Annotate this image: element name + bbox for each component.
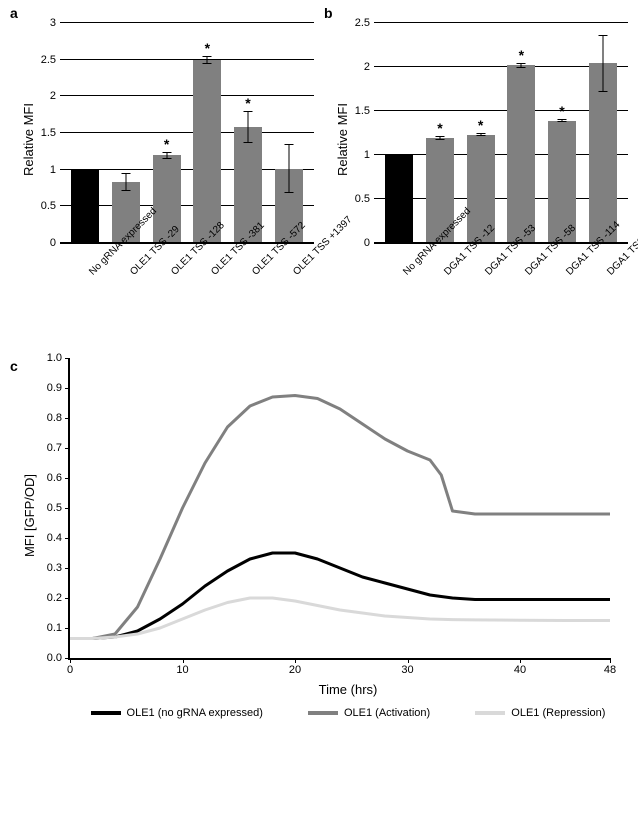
y-tick-label: 0 xyxy=(50,237,60,249)
bar-wrap: * xyxy=(193,60,221,242)
y-tick-label: 1 xyxy=(364,149,374,161)
error-bar xyxy=(561,119,562,123)
panel-a-label: a xyxy=(10,5,18,21)
y-tick-label: 3 xyxy=(50,17,60,29)
x-tick-label: 0 xyxy=(67,658,73,676)
y-tick-label: 0.3 xyxy=(47,562,70,574)
y-tick-label: 0.4 xyxy=(47,532,70,544)
error-bar xyxy=(521,63,522,68)
legend-swatch xyxy=(308,711,338,715)
legend-swatch xyxy=(475,711,505,715)
y-tick-label: 1 xyxy=(50,164,60,176)
bar xyxy=(589,63,617,242)
chart-a-bars: * * * xyxy=(60,22,314,242)
bar-wrap: * xyxy=(507,65,535,242)
y-tick-label: 2 xyxy=(364,61,374,73)
error-bar xyxy=(207,56,208,63)
bar: * xyxy=(193,60,221,242)
series-line xyxy=(70,396,610,639)
significance-star: * xyxy=(519,47,524,63)
x-tick-label: 10 xyxy=(176,658,188,676)
significance-star: * xyxy=(437,120,442,136)
y-tick-label: 1.5 xyxy=(355,105,374,117)
error-bar xyxy=(288,144,289,192)
bar xyxy=(71,169,99,242)
legend-swatch xyxy=(91,711,121,715)
y-tick-label: 0.2 xyxy=(47,592,70,604)
x-tick-label: 40 xyxy=(514,658,526,676)
error-bar xyxy=(439,136,440,140)
chart-a-ylabel: Relative MFI xyxy=(21,103,36,176)
significance-star: * xyxy=(245,95,250,111)
legend-item: OLE1 (Repression) xyxy=(475,707,605,719)
bar-wrap xyxy=(71,169,99,242)
y-tick-label: 2 xyxy=(50,90,60,102)
panel-c: c MFI [GFP/OD] 0.00.10.20.30.40.50.60.70… xyxy=(10,358,628,719)
y-tick-label: 0.5 xyxy=(47,502,70,514)
significance-star: * xyxy=(478,117,483,133)
chart-c-xlabel: Time (hrs) xyxy=(68,682,628,697)
chart-c: MFI [GFP/OD] 0.00.10.20.30.40.50.60.70.8… xyxy=(68,358,628,719)
top-row: a Relative MFI 00.511.522.53 *** No gRNA… xyxy=(10,10,628,338)
chart-b-bars: * * * * xyxy=(374,22,628,242)
y-tick-label: 1.5 xyxy=(41,127,60,139)
figure: a Relative MFI 00.511.522.53 *** No gRNA… xyxy=(10,10,628,719)
error-bar xyxy=(166,152,167,159)
error-bar xyxy=(480,133,481,137)
bar xyxy=(385,154,413,242)
y-tick-label: 0.8 xyxy=(47,412,70,424)
chart-b-area: Relative MFI 00.511.522.5 **** xyxy=(374,22,628,244)
chart-c-legend: OLE1 (no gRNA expressed) OLE1 (Activation… xyxy=(68,707,628,719)
bar-wrap xyxy=(589,63,617,242)
y-tick-label: 0.5 xyxy=(41,200,60,212)
chart-b-xlabels: No gRNA expressedDGA1 TSS -12DGA1 TSS -5… xyxy=(374,244,628,338)
legend-label: OLE1 (no gRNA expressed) xyxy=(127,707,263,719)
significance-star: * xyxy=(559,103,564,119)
x-tick-label: 30 xyxy=(401,658,413,676)
y-tick-label: 2.5 xyxy=(41,54,60,66)
legend-label: OLE1 (Repression) xyxy=(511,707,605,719)
panel-b-label: b xyxy=(324,5,333,21)
y-tick-label: 0.6 xyxy=(47,472,70,484)
y-tick-label: 0.9 xyxy=(47,382,70,394)
y-tick-label: 0.5 xyxy=(355,193,374,205)
chart-c-svg xyxy=(70,358,610,658)
series-line xyxy=(70,598,610,639)
chart-c-plot: MFI [GFP/OD] 0.00.10.20.30.40.50.60.70.8… xyxy=(68,358,610,660)
error-bar xyxy=(125,173,126,191)
bar: * xyxy=(507,65,535,242)
significance-star: * xyxy=(205,40,210,56)
legend-label: OLE1 (Activation) xyxy=(344,707,430,719)
panel-a: a Relative MFI 00.511.522.53 *** No gRNA… xyxy=(10,10,314,338)
x-tick-label: 20 xyxy=(289,658,301,676)
error-bar xyxy=(247,111,248,143)
y-tick-label: 0.1 xyxy=(47,622,70,634)
bar-wrap xyxy=(385,154,413,242)
chart-b-ylabel: Relative MFI xyxy=(335,103,350,176)
y-tick-label: 0 xyxy=(364,237,374,249)
chart-a-area: Relative MFI 00.511.522.53 *** xyxy=(60,22,314,244)
error-bar xyxy=(602,35,603,91)
chart-c-ylabel: MFI [GFP/OD] xyxy=(22,474,37,557)
legend-item: OLE1 (no gRNA expressed) xyxy=(91,707,263,719)
series-line xyxy=(70,553,610,639)
x-tick-label: 48 xyxy=(604,658,616,676)
legend-item: OLE1 (Activation) xyxy=(308,707,430,719)
significance-star: * xyxy=(164,136,169,152)
y-tick-label: 1.0 xyxy=(47,352,70,364)
chart-a-xlabels: No gRNA expressedOLE1 TSS -29OLE1 TSS -1… xyxy=(60,244,314,338)
panel-c-label: c xyxy=(10,358,18,374)
y-tick-label: 2.5 xyxy=(355,17,374,29)
y-tick-label: 0.7 xyxy=(47,442,70,454)
panel-b: b Relative MFI 00.511.522.5 **** No gRNA… xyxy=(324,10,628,338)
